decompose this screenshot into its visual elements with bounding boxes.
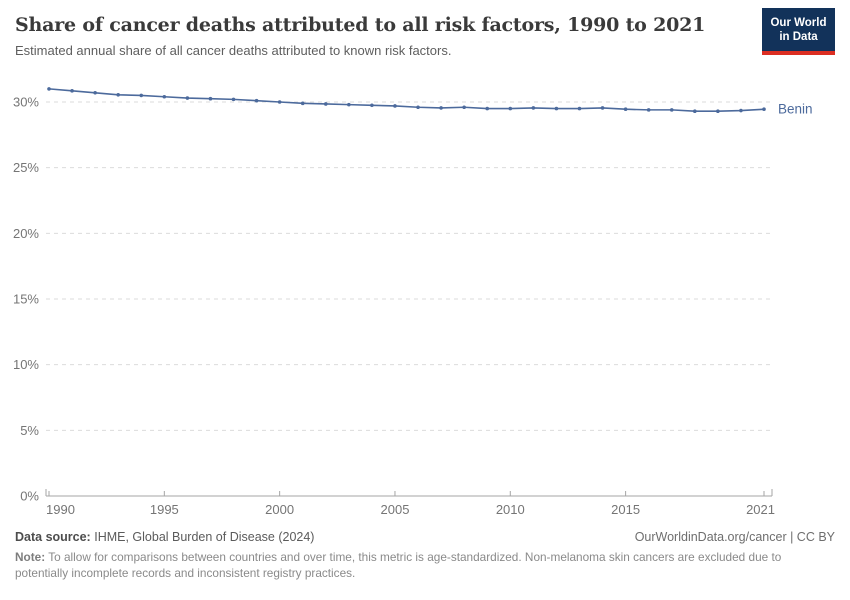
svg-text:2021: 2021 xyxy=(746,502,775,517)
line-chart: 0% 5% 10% 15% 20% 25% 30% 1990 1995 2000 2005 2010 2… xyxy=(0,78,850,528)
svg-text:2005: 2005 xyxy=(381,502,410,517)
chart-titles: Share of cancer deaths attributed to all… xyxy=(15,14,705,58)
owid-logo[interactable]: Our World in Data xyxy=(762,8,835,55)
chart-footer: Data source: IHME, Global Burden of Dise… xyxy=(15,530,835,581)
svg-text:1990: 1990 xyxy=(46,502,75,517)
svg-text:30%: 30% xyxy=(13,95,39,110)
chart-title: Share of cancer deaths attributed to all… xyxy=(15,14,706,36)
chart-subtitle: Estimated annual share of all cancer dea… xyxy=(15,43,452,58)
svg-text:2000: 2000 xyxy=(265,502,294,517)
y-gridlines xyxy=(46,101,772,431)
data-source-value: IHME, Global Burden of Disease (2024) xyxy=(94,530,315,544)
benin-series-line[interactable] xyxy=(48,88,765,112)
chart-note-value: To allow for comparisons between countri… xyxy=(15,550,782,580)
owid-logo-line2: in Data xyxy=(779,31,818,43)
license-link[interactable]: OurWorldinData.org/cancer | CC BY xyxy=(634,530,835,544)
owid-logo-line1: Our World xyxy=(770,17,827,29)
svg-text:25%: 25% xyxy=(13,160,39,175)
x-axis-labels: 1990 1995 2000 2005 2010 2015 2021 xyxy=(46,502,775,517)
y-axis-labels: 0% 5% 10% 15% 20% 25% 30% xyxy=(13,95,39,504)
svg-text:5%: 5% xyxy=(20,423,39,438)
source-row: Data source: IHME, Global Burden of Dise… xyxy=(15,530,835,544)
benin-data-points xyxy=(47,87,766,113)
data-source: Data source: IHME, Global Burden of Dise… xyxy=(15,530,314,544)
svg-text:10%: 10% xyxy=(13,357,39,372)
svg-text:2010: 2010 xyxy=(496,502,525,517)
line-chart-svg: 0% 5% 10% 15% 20% 25% 30% 1990 1995 2000 2005 2010 2… xyxy=(13,87,813,517)
chart-header: Share of cancer deaths attributed to all… xyxy=(15,8,835,58)
svg-text:2015: 2015 xyxy=(611,502,640,517)
svg-text:15%: 15% xyxy=(13,292,39,307)
data-source-label: Data source: xyxy=(15,530,91,544)
benin-series-label[interactable]: Benin xyxy=(778,102,813,117)
chart-note: Note: To allow for comparisons between c… xyxy=(15,550,805,581)
x-axis xyxy=(45,489,773,497)
svg-text:0%: 0% xyxy=(20,489,39,504)
svg-text:1995: 1995 xyxy=(150,502,179,517)
svg-text:20%: 20% xyxy=(13,226,39,241)
chart-note-label: Note: xyxy=(15,550,46,564)
